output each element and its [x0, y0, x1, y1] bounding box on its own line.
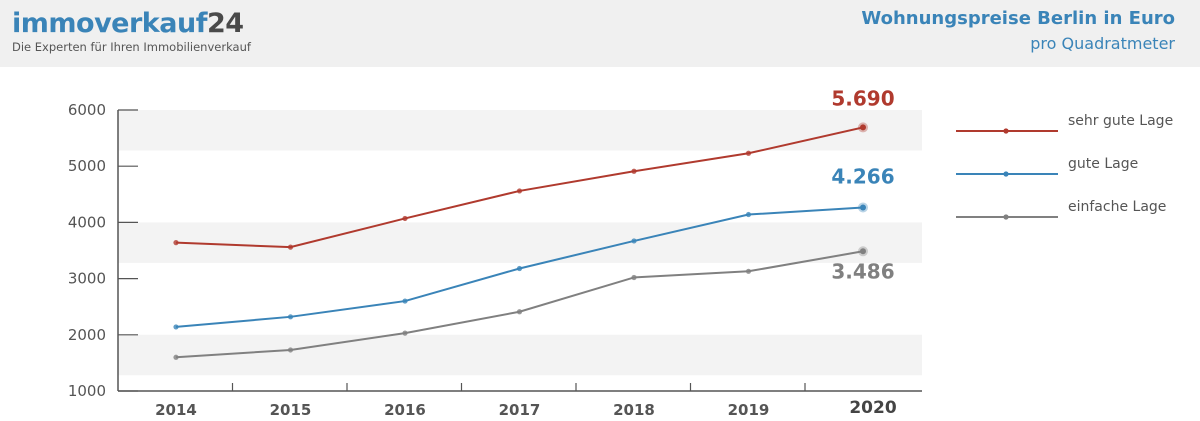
logo-number: 24 [206, 8, 244, 39]
data-point [516, 188, 523, 194]
data-point [287, 347, 294, 353]
data-point [287, 314, 294, 320]
y-tick-label: 1000 [68, 382, 106, 400]
data-point [860, 124, 866, 131]
data-point [287, 244, 294, 250]
data-point [402, 298, 408, 304]
logo-wordmark: immoverkauf [12, 8, 207, 39]
y-tick-label: 4000 [68, 213, 106, 231]
data-point [860, 204, 866, 211]
x-tick-label: 2018 [613, 401, 655, 419]
legend-marker [1003, 214, 1009, 220]
x-tick-label: 2017 [499, 401, 541, 419]
legend-label: gute Lage [1068, 156, 1138, 172]
chart-title: Wohnungspreise Berlin in Euro [861, 8, 1175, 29]
data-point [173, 324, 179, 330]
legend-label: sehr gute Lage [1068, 113, 1173, 129]
y-tick-label: 5000 [68, 157, 106, 175]
x-tick-label: 2015 [270, 401, 312, 419]
x-tick-label: 2019 [728, 401, 770, 419]
end-value-label: 5.690 [831, 86, 894, 110]
x-tick-label: 2020 [849, 398, 896, 418]
legend-marker [1003, 171, 1009, 177]
logo-tagline: Die Experten für Ihren Immobilienverkauf [12, 40, 251, 54]
data-point [402, 330, 408, 336]
data-point [860, 248, 866, 255]
y-tick-label: 2000 [68, 326, 106, 344]
legend-label: einfache Lage [1068, 199, 1166, 215]
x-tick-label: 2014 [155, 401, 197, 419]
y-tick-label: 6000 [68, 101, 106, 119]
data-point [745, 150, 752, 156]
data-point [516, 309, 523, 315]
data-point [173, 354, 179, 360]
logo: immoverkauf24 [12, 8, 244, 40]
data-point [631, 238, 637, 244]
y-tick-label: 3000 [68, 270, 106, 288]
data-point [745, 268, 752, 274]
end-value-label: 3.486 [831, 259, 894, 283]
data-point [173, 240, 179, 246]
data-point [516, 265, 523, 272]
data-point [402, 215, 408, 222]
data-point [631, 274, 637, 281]
data-point [745, 211, 752, 218]
grid-band [118, 222, 922, 263]
x-tick-label: 2016 [384, 401, 426, 419]
data-point [631, 168, 637, 174]
header-bar [0, 0, 1200, 67]
end-value-label: 4.266 [831, 164, 894, 188]
grid-band [118, 110, 922, 151]
grid-band [118, 334, 922, 376]
chart-subtitle: pro Quadratmeter [1030, 34, 1175, 53]
legend-marker [1003, 128, 1009, 134]
